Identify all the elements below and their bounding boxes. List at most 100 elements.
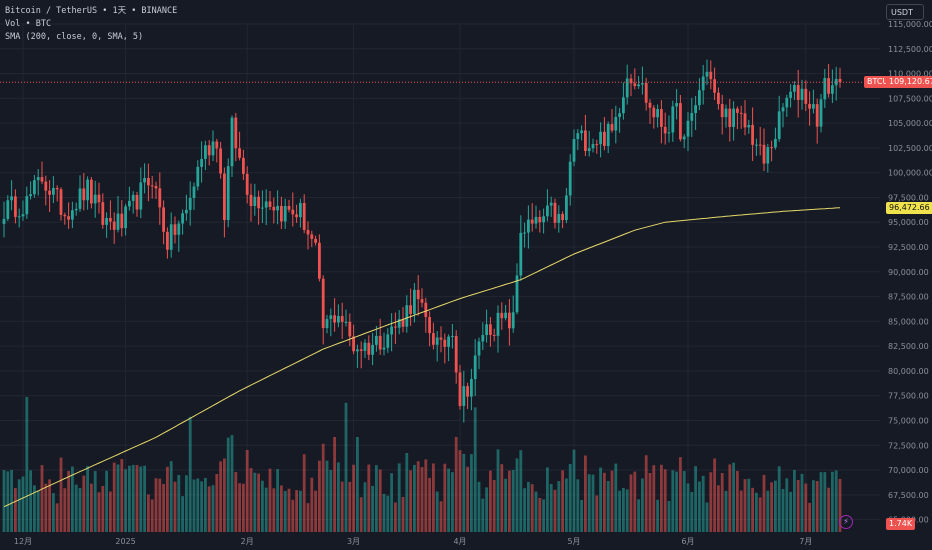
candle-body [264,201,268,208]
volume-bar [314,490,317,532]
volume-bar [565,478,568,532]
volume-bar [511,469,515,532]
candle-body [375,335,378,345]
volume-bar [584,455,587,532]
candle-body [2,218,6,224]
y-tick-label: 102,500.00 [888,144,932,153]
volume-bar [637,499,640,532]
candle-body [800,88,804,100]
volume-bar [751,487,754,532]
volume-bar [325,460,329,532]
volume-bar [131,464,135,532]
x-tick-label: 12月 [14,537,32,546]
volume-bar [542,499,545,532]
candle-body [527,219,530,233]
volume-bar [671,470,675,532]
candle-body [382,347,386,350]
volume-bar [337,462,340,532]
volume-bar [485,487,488,532]
candle-body [652,107,656,118]
y-tick-label: 75,000.00 [888,416,929,425]
volume-bar [238,483,241,532]
volume-bar [367,464,371,532]
candle-body [713,79,716,93]
volume-bar [656,499,659,532]
candle-body [386,334,390,348]
candle-body [804,88,808,104]
candle-body [90,179,93,204]
volume-bar [439,501,443,532]
symbol-title: Bitcoin / TetherUS • 1天 • BINANCE [5,6,178,16]
candle-body [325,319,329,329]
candle-body [447,336,450,347]
volume-bar [112,462,116,532]
candle-body [173,224,177,235]
candle-body [694,105,697,114]
candle-body [371,344,374,355]
volume-bar [523,488,526,532]
volume-bar [576,479,580,532]
candle-body [55,188,59,190]
volume-bar [40,465,44,532]
candle-body [329,315,333,320]
candle-body [701,76,705,91]
volume-bar [55,503,59,532]
volume-bar [116,464,120,532]
candle-body [633,83,637,87]
x-tick-label: 3月 [347,537,360,546]
volume-bar [808,502,811,532]
volume-bar [181,496,184,532]
volume-bar [128,465,131,532]
candle-body [762,144,766,164]
candle-body [766,147,770,164]
candle-body [492,334,496,336]
candle-body [785,97,789,108]
candle-body [52,188,55,195]
volume-bar [93,471,97,532]
lightning-icon[interactable]: ⚡ [839,515,853,529]
volume-bar [561,470,564,532]
volume-bar [736,470,739,532]
candle-body [112,221,116,230]
candle-body [747,124,751,128]
volume-bar [610,470,614,532]
candle-body [466,386,469,397]
volume-bar [827,487,830,532]
candle-body [549,202,553,206]
candle-body [40,177,44,182]
candle-body [310,234,314,239]
volume-bar [245,449,249,532]
candle-body [150,185,154,187]
volume-bar [606,481,610,532]
volume-bar [352,464,355,532]
candle-body [500,312,504,319]
volume-bar [219,461,222,532]
candle-body [591,144,595,149]
candle-body [546,205,549,217]
candle-body [439,337,443,340]
volume-bar [470,454,473,532]
volume-bar [724,490,728,532]
candle-body [667,132,671,134]
volume-bar [462,453,466,532]
candle-body [743,113,747,128]
volume-bar [158,478,162,532]
candle-body [367,342,371,355]
volume-bar [21,476,25,532]
volume-value-tag: 1.74K [886,518,916,530]
candle-body [470,379,473,397]
volume-bar [2,470,6,532]
candle-body [249,194,253,206]
volume-bar [800,473,804,532]
volume-bar [781,489,785,532]
volume-bar [177,474,181,532]
volume-bar [831,471,834,532]
volume-bar [709,472,713,532]
candle-body [158,188,162,208]
currency-unit-button[interactable]: USDT [886,4,924,20]
candle-body [808,103,811,109]
candle-body [553,202,557,223]
volume-bar [6,471,10,532]
candle-body [219,148,222,174]
